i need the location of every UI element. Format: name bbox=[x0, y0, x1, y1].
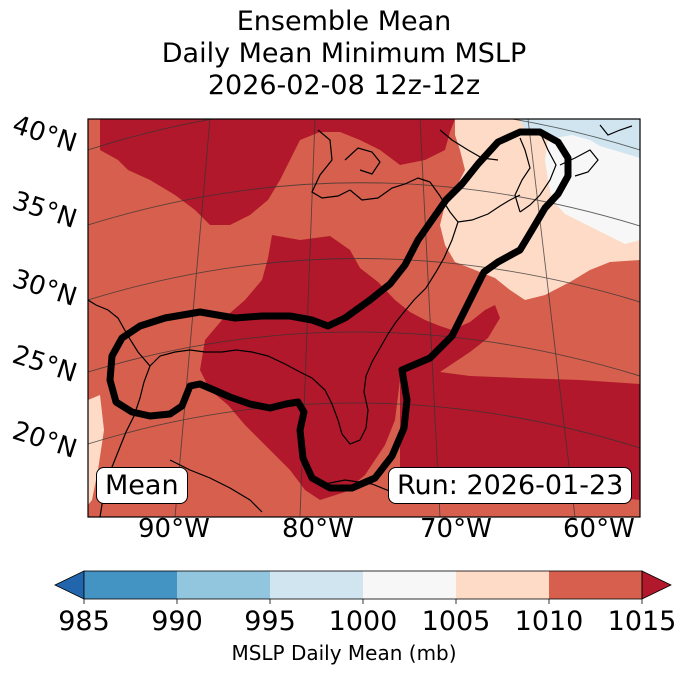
colorbar-segment-1000-1005 bbox=[363, 571, 456, 599]
colorbar-tick-1015: 1015 bbox=[607, 606, 677, 637]
colorbar-tick-985: 985 bbox=[58, 606, 110, 637]
colorbar bbox=[54, 570, 672, 604]
colorbar-segment-990-995 bbox=[177, 571, 270, 599]
map-field bbox=[88, 119, 640, 517]
lon-label-70w: 70°W bbox=[420, 514, 492, 544]
colorbar-tick-1005: 1005 bbox=[421, 606, 491, 637]
colorbar-tick-990: 990 bbox=[151, 606, 203, 637]
colorbar-extend-low bbox=[54, 570, 85, 600]
map-frame bbox=[87, 118, 641, 518]
colorbar-tick-1000: 1000 bbox=[328, 606, 398, 637]
field-north-dark-red bbox=[100, 119, 455, 225]
lon-label-60w: 60°W bbox=[563, 514, 635, 544]
lon-label-90w: 90°W bbox=[138, 514, 210, 544]
lon-label-80w: 80°W bbox=[282, 514, 354, 544]
run-label-box: Run: 2026-01-23 bbox=[388, 467, 633, 504]
mean-label-box: Mean bbox=[96, 467, 188, 504]
colorbar-extend-high bbox=[641, 570, 672, 600]
colorbar-tick-995: 995 bbox=[244, 606, 296, 637]
colorbar-segment-985-990 bbox=[84, 571, 177, 599]
title-line-2: Daily Mean Minimum MSLP bbox=[161, 38, 527, 69]
field-ne-blue bbox=[520, 119, 640, 158]
colorbar-segment-995-1000 bbox=[270, 571, 363, 599]
colorbar-segment-1005-1010 bbox=[456, 571, 549, 599]
title-line-1: Ensemble Mean bbox=[236, 6, 452, 37]
colorbar-tick-1010: 1010 bbox=[514, 606, 584, 637]
field-central-dark-red bbox=[200, 235, 500, 500]
title-line-3: 2026-02-08 12z-12z bbox=[207, 70, 481, 101]
colorbar-tick-marks bbox=[83, 599, 643, 604]
colorbar-segment-1010-1015 bbox=[549, 571, 642, 599]
ensemble-outline bbox=[106, 128, 572, 492]
graticule bbox=[88, 119, 640, 517]
field-west-peach bbox=[88, 395, 104, 505]
colorbar-label: MSLP Daily Mean (mb) bbox=[231, 641, 457, 665]
